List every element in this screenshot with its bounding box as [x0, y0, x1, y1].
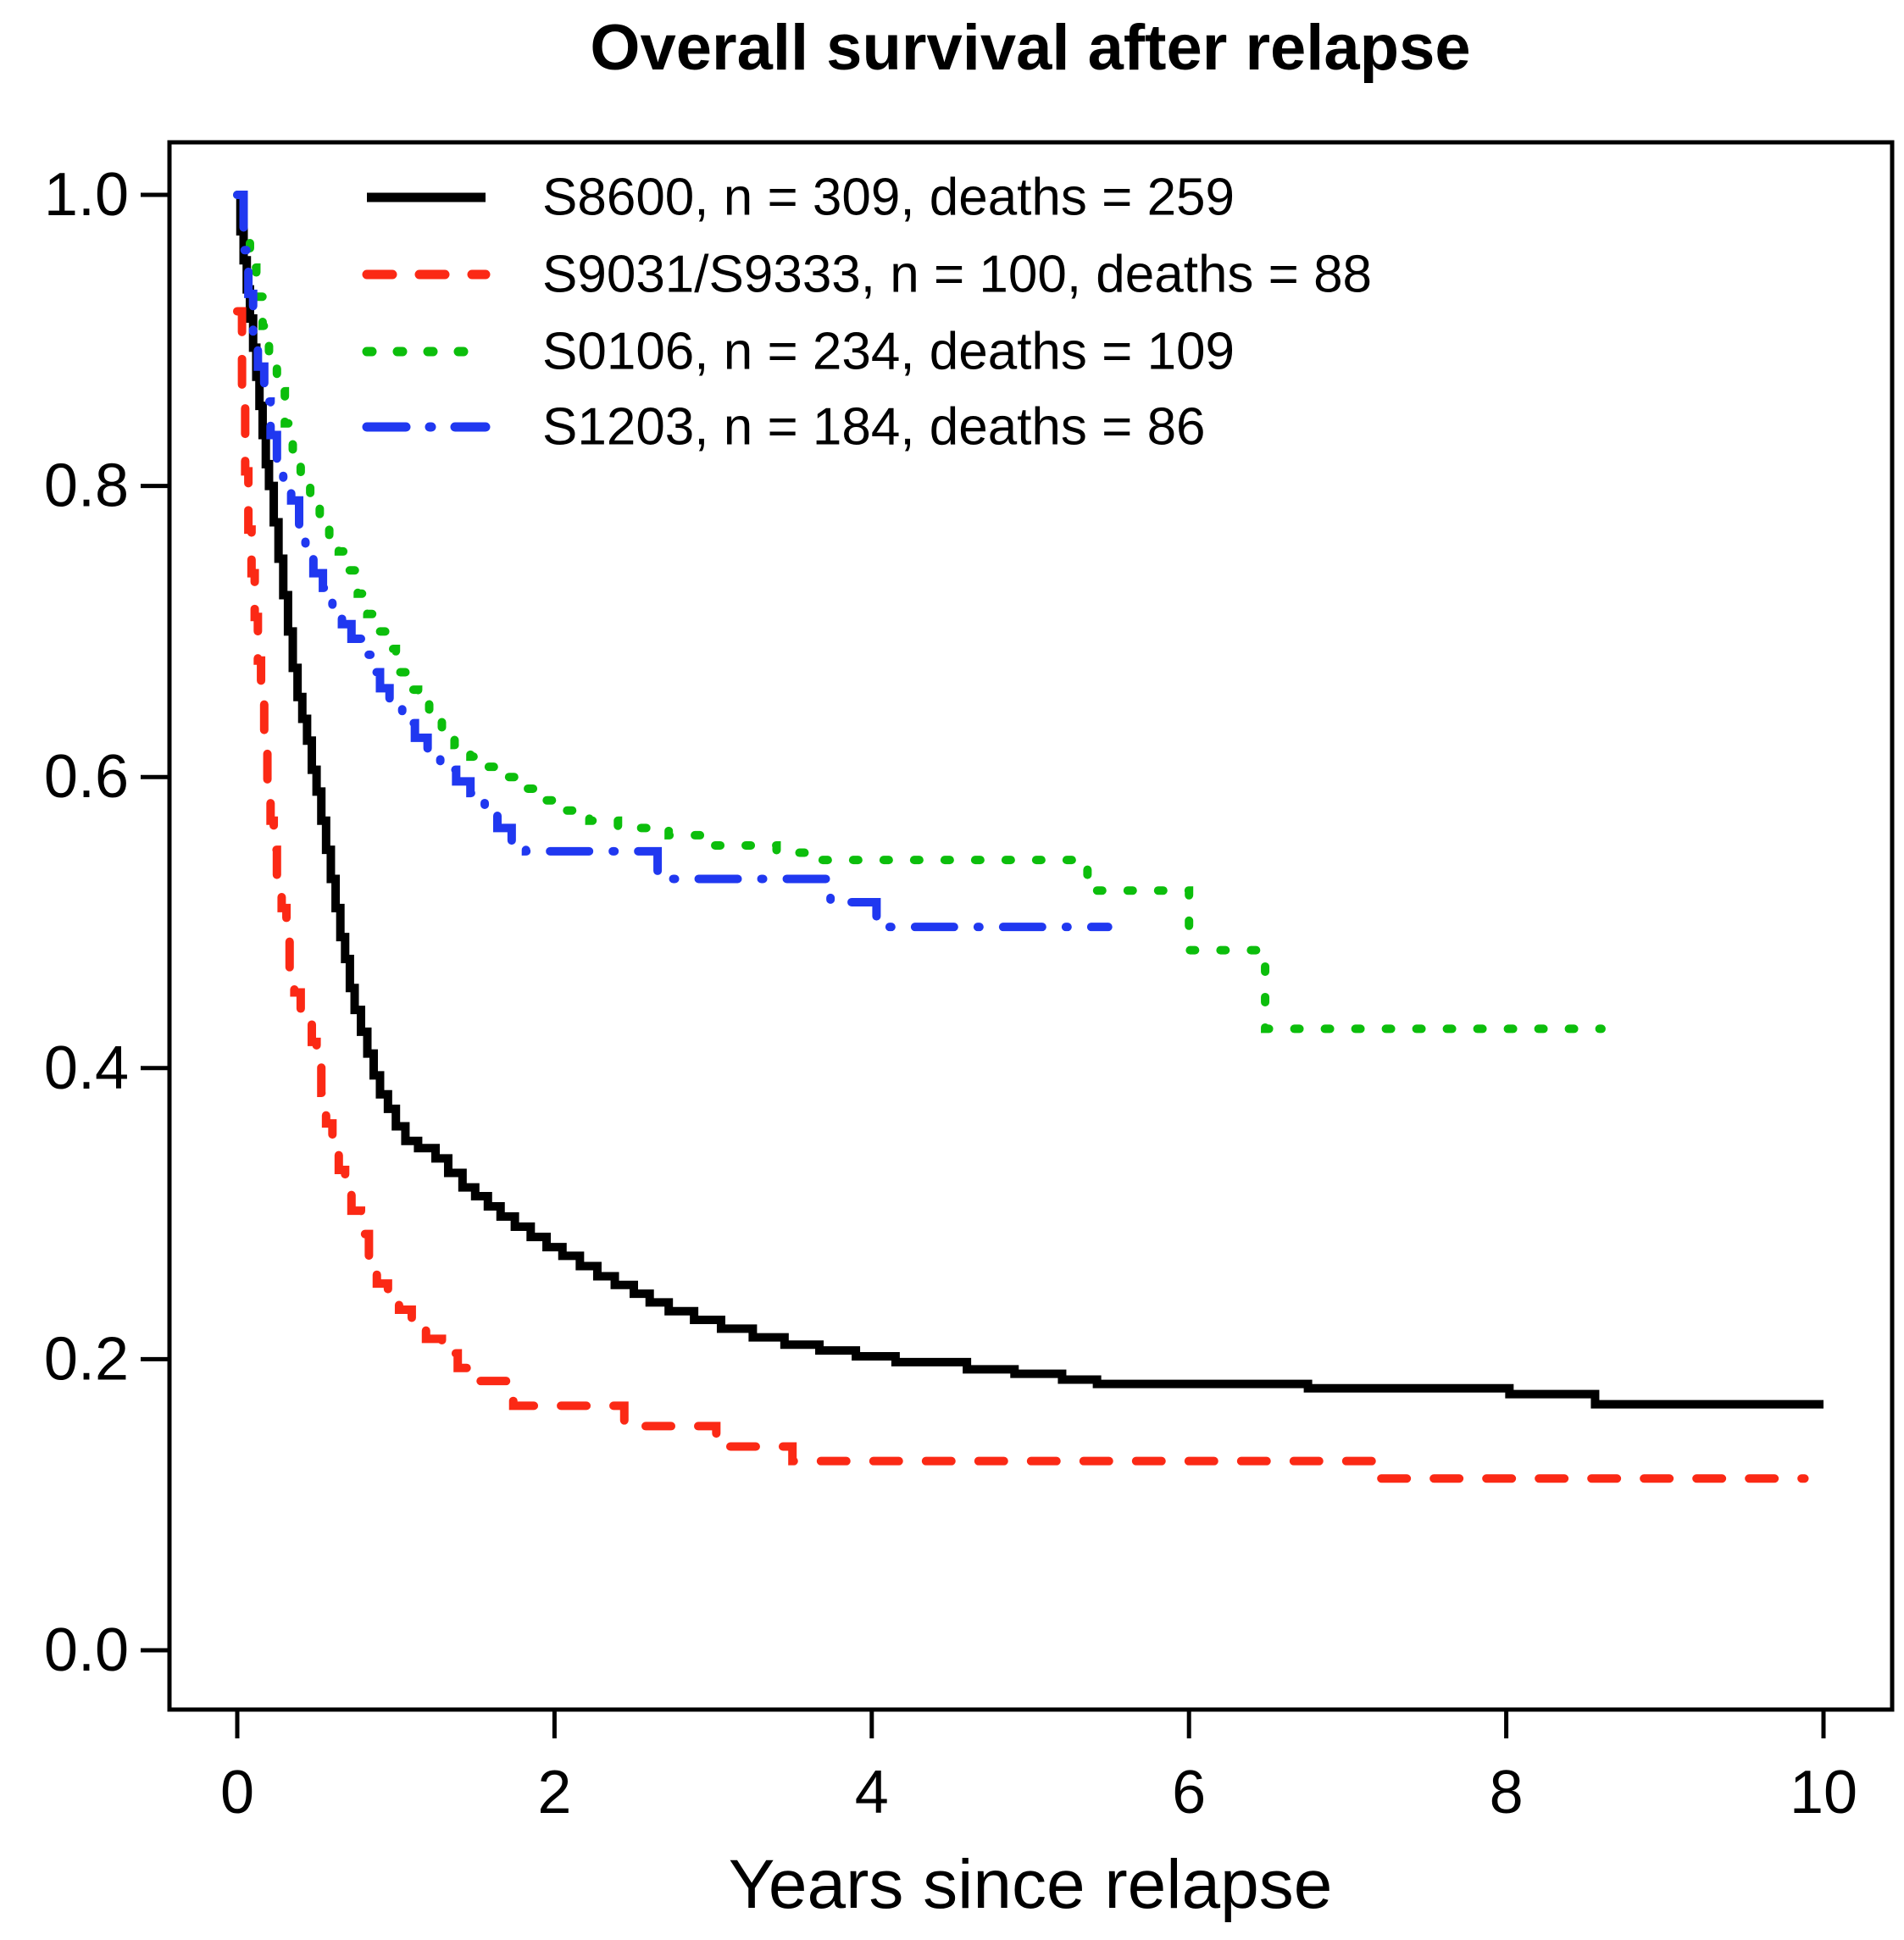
legend-label-s1203: S1203, n = 184, deaths = 86 — [542, 398, 1206, 457]
legend: S8600, n = 309, deaths = 259 S9031/S9333… — [362, 169, 1372, 457]
y-tick-label: 0.4 — [44, 1034, 129, 1102]
series-s9031-s9333 — [233, 307, 1809, 1483]
legend-samples — [362, 192, 491, 432]
y-tick-label: 0.8 — [44, 452, 129, 520]
x-tick-label: 2 — [537, 1759, 571, 1826]
y-tick-label: 0.6 — [44, 743, 129, 811]
series-s8600 — [236, 191, 1824, 1409]
chart-title: Overall survival after relapse — [590, 12, 1470, 84]
series-s0106 — [233, 191, 1606, 1034]
y-tick-label: 0.2 — [44, 1325, 129, 1393]
y-tick-label: 1.0 — [44, 161, 129, 229]
curves — [233, 191, 1824, 1483]
x-tick-label: 6 — [1172, 1759, 1206, 1826]
x-axis-label: Years since relapse — [729, 1846, 1333, 1923]
legend-label-s8600: S8600, n = 309, deaths = 259 — [542, 169, 1235, 227]
series-s1203 — [233, 191, 1113, 932]
x-tick-label: 0 — [220, 1759, 254, 1826]
x-tick-label: 4 — [855, 1759, 889, 1826]
axes: 0 2 4 6 8 10 0.0 0.2 0.4 0.6 0.8 1.0 — [44, 161, 1857, 1826]
legend-label-s9031-s9333: S9031/S9333, n = 100, deaths = 88 — [542, 246, 1372, 304]
x-tick-label: 8 — [1490, 1759, 1524, 1826]
plot-box — [167, 140, 1895, 1712]
y-tick-label: 0.0 — [44, 1616, 129, 1684]
x-tick-label: 10 — [1790, 1759, 1857, 1826]
legend-label-s0106: S0106, n = 234, deaths = 109 — [542, 323, 1235, 381]
